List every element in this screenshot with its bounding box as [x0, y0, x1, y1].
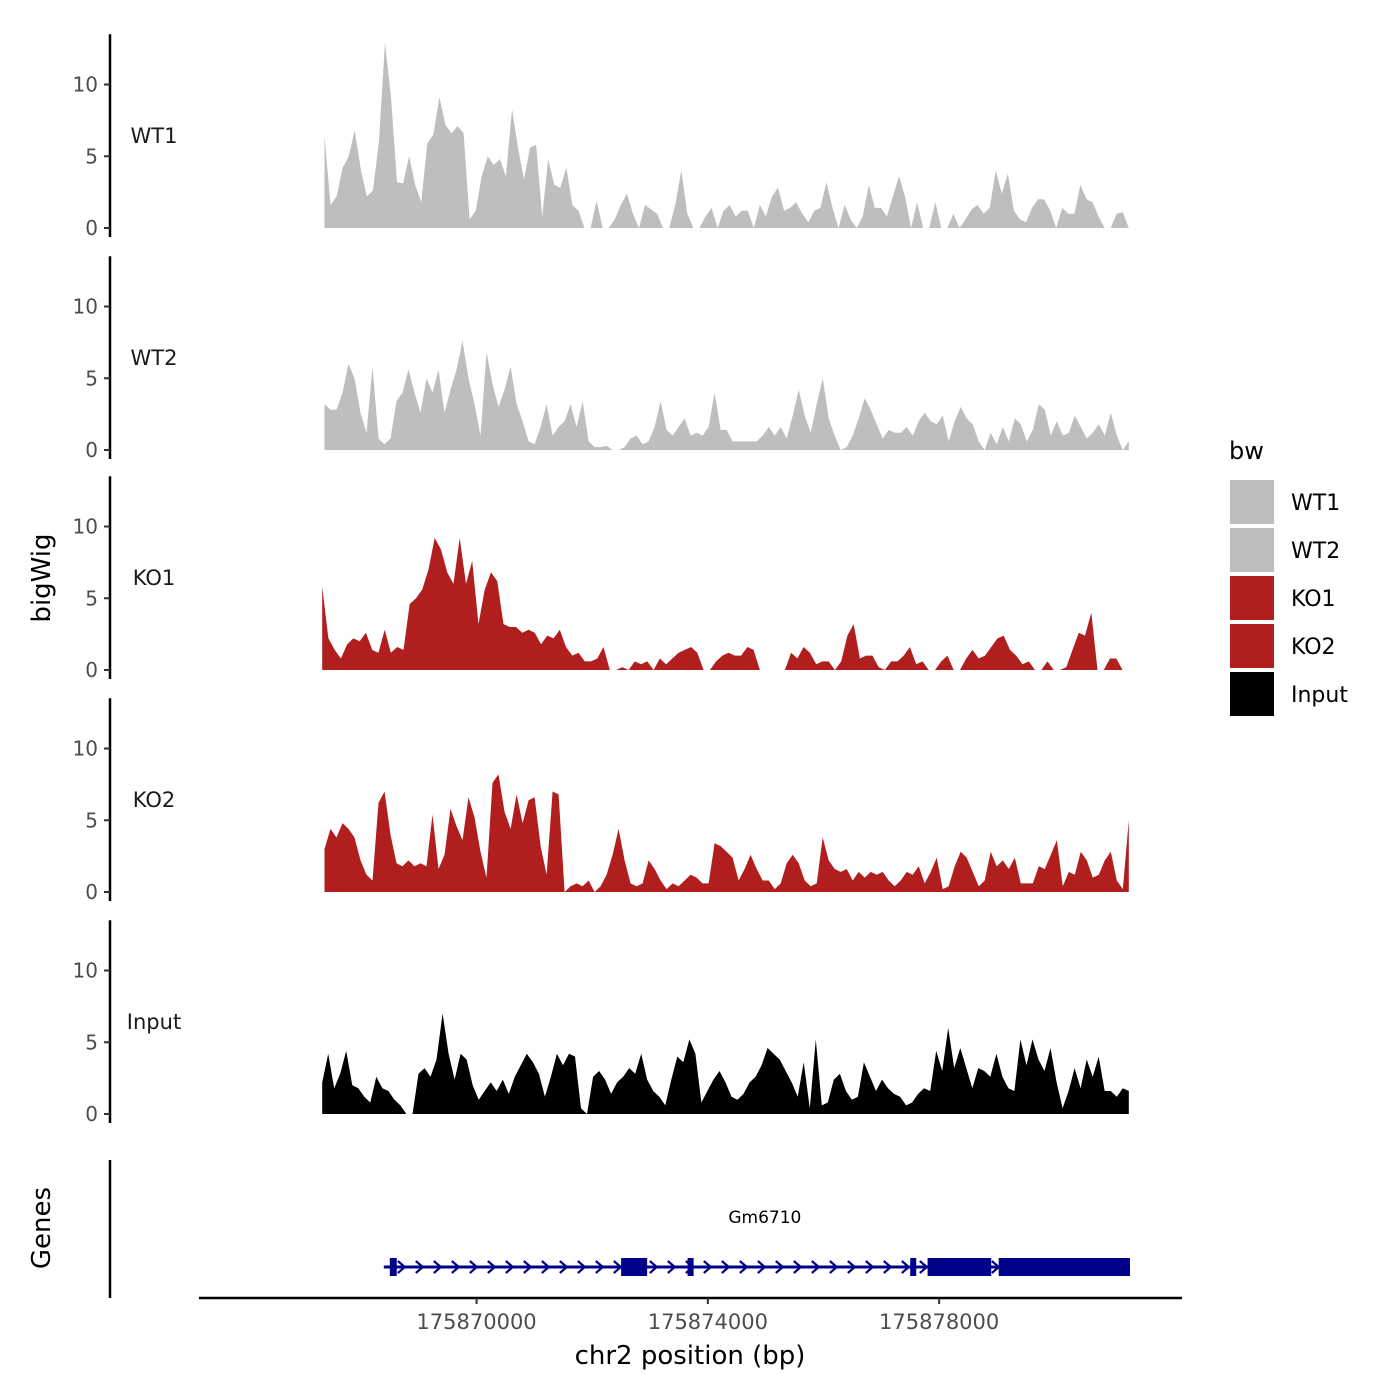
strand-arrow	[757, 1260, 767, 1274]
strand-arrow	[415, 1260, 425, 1274]
signal-area-WT1	[324, 42, 1129, 229]
strand-arrow	[505, 1260, 515, 1274]
legend-label-WT1: WT1	[1291, 491, 1340, 516]
y-tick-label: 10	[73, 73, 98, 97]
strand-arrow	[847, 1260, 857, 1274]
strand-arrow	[703, 1260, 713, 1274]
gene-exon	[621, 1258, 648, 1276]
strand-arrow	[649, 1260, 659, 1274]
legend-swatch-Input	[1230, 672, 1274, 716]
strand-arrow	[451, 1260, 461, 1274]
track-label: KO2	[133, 788, 176, 812]
strand-arrow	[541, 1260, 551, 1274]
strand-arrow	[811, 1260, 821, 1274]
y-tick-label: 5	[85, 808, 98, 832]
legend-label-KO1: KO1	[1291, 587, 1336, 612]
strand-arrow	[793, 1260, 803, 1274]
track-label: WT2	[131, 346, 178, 370]
strand-arrow	[901, 1260, 911, 1274]
strand-arrow	[829, 1260, 839, 1274]
y-tick-label: 10	[73, 515, 98, 539]
signal-area-WT2	[324, 340, 1129, 450]
strand-arrow	[667, 1260, 677, 1274]
y-tick-label: 0	[85, 216, 98, 240]
legend-label-WT2: WT2	[1291, 539, 1340, 564]
y-tick-label: 0	[85, 880, 98, 904]
y-tick-label: 0	[85, 1102, 98, 1126]
strand-arrow	[523, 1260, 533, 1274]
signal-area-KO1	[322, 538, 1129, 670]
gene-exon	[687, 1258, 694, 1276]
y-tick-label: 10	[73, 737, 98, 761]
track-KO2: 0 5 10 KO2	[73, 698, 1129, 904]
track-KO1: 0 5 10 KO1	[73, 476, 1129, 682]
legend-swatch-WT2	[1230, 528, 1274, 572]
legend-swatch-KO1	[1230, 576, 1274, 620]
legend-swatch-KO2	[1230, 624, 1274, 668]
legend: bw WT1 WT2 KO1 KO2 Input	[1229, 437, 1348, 716]
y-tick-label: 5	[85, 366, 98, 390]
strand-arrow	[595, 1260, 605, 1274]
strand-arrow	[775, 1260, 785, 1274]
gene-exon	[389, 1258, 397, 1276]
legend-label-Input: Input	[1291, 683, 1348, 708]
y-tick-label: 5	[85, 1030, 98, 1054]
track-WT1: 0 5 10 WT1	[73, 34, 1129, 240]
legend-label-KO2: KO2	[1291, 635, 1336, 660]
strand-arrow	[559, 1260, 569, 1274]
y-tick-label: 0	[85, 438, 98, 462]
y-axis-title: bigWig	[27, 533, 57, 622]
y-tick-label: 5	[85, 144, 98, 168]
x-tick-label: 175870000	[416, 1310, 536, 1334]
gene-Gm6710: Gm6710	[383, 1208, 1130, 1276]
y-tick-label: 10	[73, 959, 98, 983]
x-tick-label: 175874000	[648, 1310, 768, 1334]
y-tick-label: 0	[85, 658, 98, 682]
track-label: Input	[127, 1010, 181, 1034]
signal-area-Input	[322, 1013, 1129, 1114]
x-tick-label: 175878000	[879, 1310, 999, 1334]
legend-swatch-WT1	[1230, 480, 1274, 524]
gene-name-label: Gm6710	[728, 1208, 801, 1228]
strand-arrow	[721, 1260, 731, 1274]
gene-exon	[910, 1258, 917, 1276]
track-label: KO1	[133, 566, 176, 590]
strand-arrow	[577, 1260, 587, 1274]
strand-arrow	[739, 1260, 749, 1274]
signal-area-KO2	[324, 774, 1129, 892]
strand-arrow	[469, 1260, 479, 1274]
strand-arrow	[487, 1260, 497, 1274]
strand-arrow	[433, 1260, 443, 1274]
genes-panel: Genes Gm6710	[27, 1160, 1130, 1298]
legend-title: bw	[1229, 437, 1264, 465]
y-tick-label: 5	[85, 586, 98, 610]
gene-exon	[998, 1258, 1130, 1276]
strand-arrow	[613, 1260, 623, 1274]
strand-arrow	[397, 1260, 407, 1274]
genes-panel-label: Genes	[27, 1187, 57, 1269]
strand-arrow	[919, 1260, 929, 1274]
track-WT2: 0 5 10 WT2	[73, 256, 1129, 462]
strand-arrow	[865, 1260, 875, 1274]
strand-arrow	[883, 1260, 893, 1274]
track-label: WT1	[131, 124, 178, 148]
gene-exon	[927, 1258, 992, 1276]
x-axis: 175870000 175874000 175878000	[199, 1296, 1182, 1334]
track-Input: 0 5 10 Input	[73, 920, 1129, 1126]
y-tick-label: 10	[73, 295, 98, 319]
x-axis-title: chr2 position (bp)	[575, 1341, 806, 1371]
signal-tracks: 0 5 10 WT1 0 5 10 WT2 0 5 10 KO1 0 5 10 KO2 0 5 10 Input	[73, 34, 1129, 1126]
